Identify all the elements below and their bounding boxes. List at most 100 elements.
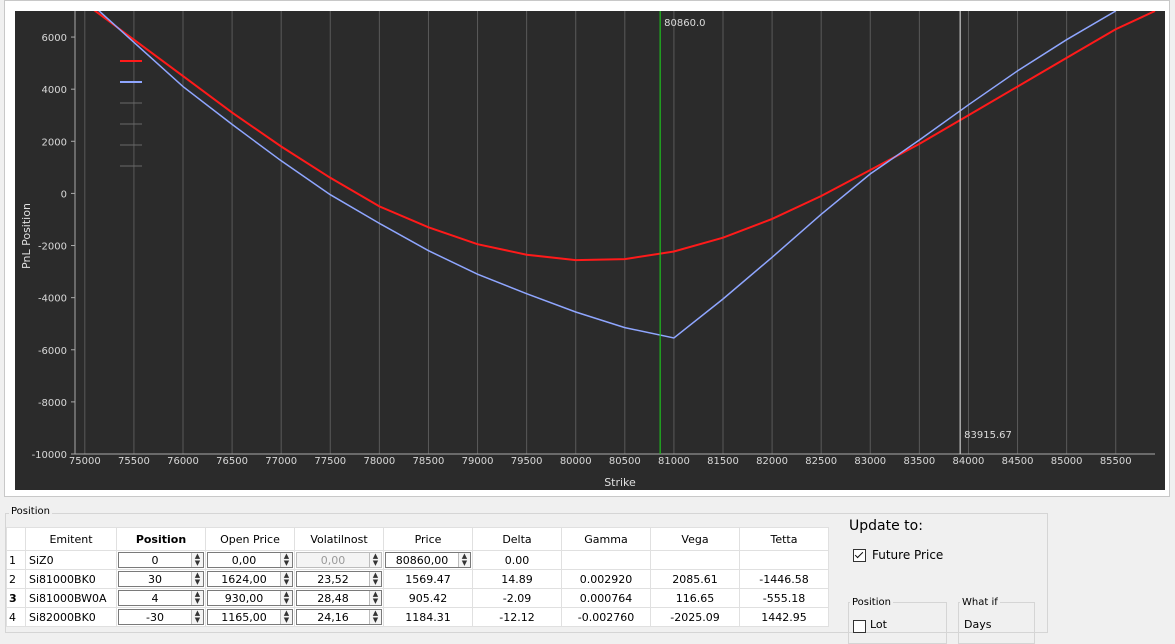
spin-arrows-icon[interactable]: ▲ ▼ xyxy=(458,553,470,567)
position-options-title: Position xyxy=(850,597,893,608)
y-tick-label: 2000 xyxy=(42,137,67,148)
vega-cell: 2085.61 xyxy=(650,569,740,589)
x-tick-label: 75500 xyxy=(118,456,150,467)
future-price-option[interactable]: Future Price xyxy=(853,548,943,562)
position-spinbox[interactable]: 0 ▲ ▼ xyxy=(118,552,204,568)
update-to-label: Update to: xyxy=(849,518,923,534)
position-spinbox[interactable]: -30 ▲ ▼ xyxy=(118,609,204,625)
spin-arrows-icon[interactable]: ▲ ▼ xyxy=(369,572,381,586)
x-tick-label: 81000 xyxy=(658,456,690,467)
spin-arrows-icon[interactable]: ▲ ▼ xyxy=(280,610,292,624)
open-price-spinbox[interactable]: 1624,00 ▲ ▼ xyxy=(207,571,293,587)
spin-arrows-icon[interactable]: ▲ ▼ xyxy=(191,572,203,586)
tetta-cell: -555.18 xyxy=(739,588,829,608)
spin-arrows-icon[interactable]: ▲ ▼ xyxy=(191,591,203,605)
spin-arrows-icon[interactable]: ▲ ▼ xyxy=(191,553,203,567)
column-header-open-price[interactable]: Open Price xyxy=(205,527,295,551)
x-tick-label: 77500 xyxy=(314,456,346,467)
open-price-cell: 1165,00 ▲ ▼ xyxy=(205,607,295,627)
delta-cell: -2.09 xyxy=(472,588,562,608)
gamma-cell: 0.002920 xyxy=(561,569,651,589)
column-header-price[interactable]: Price xyxy=(383,527,473,551)
x-tick-label: 76500 xyxy=(216,456,248,467)
volatilnost-spinbox[interactable]: 24,16 ▲ ▼ xyxy=(296,609,382,625)
delta-cell: 14.89 xyxy=(472,569,562,589)
x-tick-label: 84000 xyxy=(953,456,985,467)
open-price-spinbox[interactable]: 0,00 ▲ ▼ xyxy=(207,552,293,568)
x-tick-label: 79000 xyxy=(462,456,494,467)
x-tick-label: 80000 xyxy=(560,456,592,467)
volatilnost-spinbox[interactable]: 28,48 ▲ ▼ xyxy=(296,590,382,606)
emitent-cell[interactable]: Si81000BW0A xyxy=(25,588,117,608)
price-spinbox[interactable]: 80860,00 ▲ ▼ xyxy=(385,552,471,568)
column-header-position[interactable]: Position xyxy=(116,527,206,551)
table-row[interactable]: 2 Si81000BK0 30 ▲ ▼ 1624,00 ▲ ▼ 23,52 ▲ ▼ 1569… xyxy=(6,569,829,589)
column-header-vega[interactable]: Vega xyxy=(650,527,740,551)
lot-checkbox[interactable] xyxy=(853,620,866,633)
x-tick-label: 85500 xyxy=(1100,456,1132,467)
spin-arrows-icon[interactable]: ▲ ▼ xyxy=(280,591,292,605)
table-row[interactable]: 3 Si81000BW0A 4 ▲ ▼ 930,00 ▲ ▼ 28,48 ▲ ▼ 905.4… xyxy=(6,588,829,608)
open-price-spinbox[interactable]: 1165,00 ▲ ▼ xyxy=(207,609,293,625)
chart-background xyxy=(15,11,1165,490)
spin-arrows-icon[interactable]: ▲ ▼ xyxy=(280,553,292,567)
open-price-cell: 1624,00 ▲ ▼ xyxy=(205,569,295,589)
emitent-cell[interactable]: Si82000BK0 xyxy=(25,607,117,627)
row-number-header xyxy=(6,527,26,551)
table-row[interactable]: 4 Si82000BK0 -30 ▲ ▼ 1165,00 ▲ ▼ 24,16 ▲ ▼ 118… xyxy=(6,607,829,627)
position-spinbox[interactable]: 30 ▲ ▼ xyxy=(118,571,204,587)
volatilnost-cell: 24,16 ▲ ▼ xyxy=(294,607,384,627)
future-price-checkbox[interactable] xyxy=(853,548,866,562)
position-cell: 0 ▲ ▼ xyxy=(116,550,206,570)
column-header-tetta[interactable]: Tetta xyxy=(739,527,829,551)
open-price-cell: 930,00 ▲ ▼ xyxy=(205,588,295,608)
series-line-1 xyxy=(93,11,1156,262)
tetta-cell: -1446.58 xyxy=(739,569,829,589)
tetta-cell xyxy=(739,550,829,570)
column-header-delta[interactable]: Delta xyxy=(472,527,562,551)
gamma-cell: -0.002760 xyxy=(561,607,651,627)
x-axis-label: Strike xyxy=(604,476,636,489)
vega-cell: 116.65 xyxy=(650,588,740,608)
spin-arrows-icon[interactable]: ▲ ▼ xyxy=(369,610,381,624)
x-tick-label: 83500 xyxy=(903,456,935,467)
position-cell: -30 ▲ ▼ xyxy=(116,607,206,627)
tetta-cell: 1442.95 xyxy=(739,607,829,627)
x-tick-label: 84500 xyxy=(1002,456,1034,467)
volatilnost-cell: 28,48 ▲ ▼ xyxy=(294,588,384,608)
volatilnost-spinbox: 0,00 ▲ ▼ xyxy=(296,552,382,568)
open-price-spinbox[interactable]: 930,00 ▲ ▼ xyxy=(207,590,293,606)
emitent-cell[interactable]: Si81000BK0 xyxy=(25,569,117,589)
x-tick-label: 78500 xyxy=(413,456,445,467)
spin-arrows-icon[interactable]: ▲ ▼ xyxy=(369,591,381,605)
y-tick-label: -4000 xyxy=(38,294,67,305)
vega-cell: -2025.09 xyxy=(650,607,740,627)
delta-cell: -12.12 xyxy=(472,607,562,627)
position-group-title: Position xyxy=(9,506,52,517)
series-line-2 xyxy=(98,11,1117,339)
position-table: Emitent Position Open Price Volatilnost … xyxy=(6,527,829,627)
spin-arrows-icon[interactable]: ▲ ▼ xyxy=(191,610,203,624)
x-tick-label: 83000 xyxy=(854,456,886,467)
spin-arrows-icon: ▲ ▼ xyxy=(369,553,381,567)
spin-arrows-icon[interactable]: ▲ ▼ xyxy=(280,572,292,586)
row-number: 3 xyxy=(6,588,26,608)
x-tick-label: 85000 xyxy=(1051,456,1083,467)
x-tick-label: 81500 xyxy=(707,456,739,467)
column-header-gamma[interactable]: Gamma xyxy=(561,527,651,551)
volatilnost-spinbox[interactable]: 23,52 ▲ ▼ xyxy=(296,571,382,587)
x-tick-label: 82500 xyxy=(805,456,837,467)
price-cell: 1569.47 xyxy=(383,569,473,589)
open-price-cell: 0,00 ▲ ▼ xyxy=(205,550,295,570)
vega-cell xyxy=(650,550,740,570)
emitent-cell[interactable]: SiZ0 xyxy=(25,550,117,570)
y-tick-label: 6000 xyxy=(42,33,67,44)
y-tick-label: -10000 xyxy=(32,450,67,461)
table-header-row: Emitent Position Open Price Volatilnost … xyxy=(6,527,829,551)
x-tick-label: 75000 xyxy=(69,456,101,467)
position-spinbox[interactable]: 4 ▲ ▼ xyxy=(118,590,204,606)
column-header-emitent[interactable]: Emitent xyxy=(25,527,117,551)
column-header-volatilnost[interactable]: Volatilnost xyxy=(294,527,384,551)
volatilnost-cell: 23,52 ▲ ▼ xyxy=(294,569,384,589)
table-row[interactable]: 1 SiZ0 0 ▲ ▼ 0,00 ▲ ▼ 0,00 ▲ ▼ 80860,00 ▲ ▼ 0.00 xyxy=(6,550,829,570)
